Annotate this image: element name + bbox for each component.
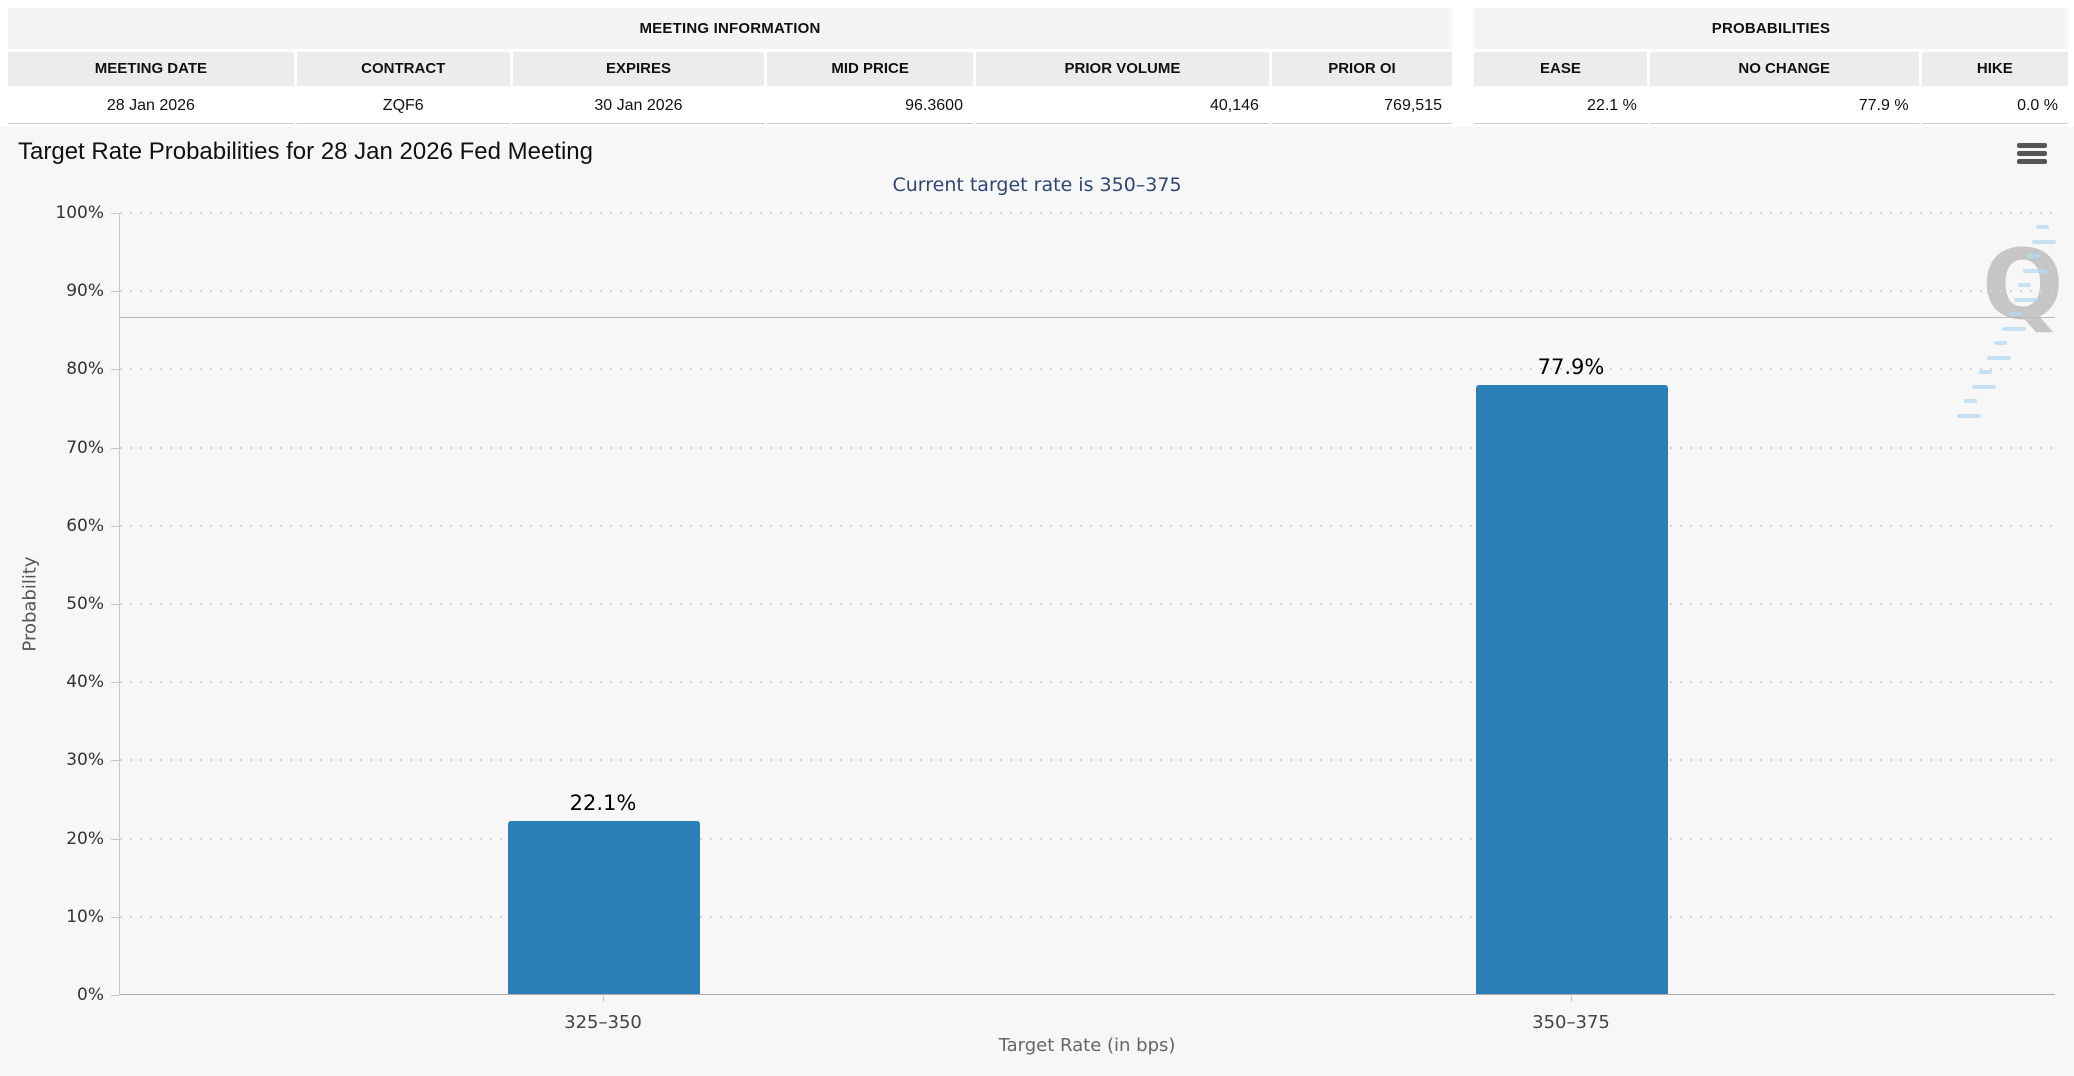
contract-value: ZQF6 [296, 88, 510, 124]
probabilities-table: PROBABILITIES EASE NO CHANGE HIKE 22.1 %… [1471, 5, 2071, 127]
y-axis-tick [111, 916, 119, 918]
y-axis-tick-label: 30% [66, 750, 104, 771]
gridline [120, 212, 2055, 214]
bar-350–375[interactable] [1476, 384, 1668, 994]
x-axis-category-label: 325–350 [564, 1012, 642, 1033]
x-axis-category-label: 350–375 [1532, 1012, 1610, 1033]
meeting-date-header: MEETING DATE [8, 51, 294, 86]
y-axis-tick [111, 213, 119, 214]
chart-subtitle: Current target rate is 350–375 [892, 174, 1182, 196]
y-axis-tick [111, 995, 119, 996]
x-axis-title: Target Rate (in bps) [998, 1035, 1176, 1056]
y-axis-tick [111, 447, 119, 449]
gridline [120, 915, 2055, 918]
y-axis-tick [111, 760, 119, 762]
hamburger-icon[interactable] [2017, 143, 2047, 167]
probabilities-title: PROBABILITIES [1474, 8, 2068, 49]
gridline [120, 759, 2055, 762]
prior-oi-header: PRIOR OI [1271, 51, 1452, 86]
ease-value: 22.1 % [1474, 88, 1647, 124]
y-axis-tick [111, 604, 119, 605]
bar-value-label: 22.1% [569, 791, 637, 816]
gridline [120, 837, 2055, 840]
prior-volume-header: PRIOR VOLUME [975, 51, 1269, 86]
gridline [120, 290, 2055, 293]
probabilities-header-row: EASE NO CHANGE HIKE [1474, 51, 2068, 86]
meeting-information-header-row: MEETING DATE CONTRACT EXPIRES MID PRICE … [8, 51, 1452, 86]
y-axis-tick-label: 90% [66, 281, 104, 302]
x-axis-tick [603, 996, 604, 1002]
no-change-header: NO CHANGE [1649, 51, 1919, 86]
ease-header: EASE [1474, 51, 1647, 86]
gridline [120, 446, 2055, 449]
prior-volume-value: 40,146 [975, 88, 1269, 124]
gridline [120, 681, 2055, 684]
y-axis-tick-label: 50% [66, 594, 104, 614]
probabilities-value-row: 22.1 % 77.9 % 0.0 % [1474, 88, 2068, 124]
y-axis-tick-label: 100% [55, 203, 104, 223]
hike-header: HIKE [1921, 51, 2068, 86]
chart-title: Target Rate Probabilities for 28 Jan 202… [18, 138, 594, 165]
y-axis-tick-label: 40% [66, 672, 104, 693]
y-axis-tick [111, 682, 119, 684]
gridline [120, 368, 2055, 371]
y-axis-tick [111, 838, 119, 840]
hike-value: 0.0 % [1921, 88, 2068, 124]
meeting-information-title: MEETING INFORMATION [8, 8, 1452, 49]
y-axis-tick-label: 80% [66, 359, 104, 380]
meeting-information-value-row: 28 Jan 2026 ZQF6 30 Jan 2026 96.3600 40,… [8, 88, 1452, 124]
prior-oi-value: 769,515 [1271, 88, 1452, 124]
x-axis-tick [1571, 996, 1572, 1002]
y-axis-tick [111, 369, 119, 371]
plot-area [119, 212, 2055, 995]
bar-325–350[interactable] [508, 821, 700, 994]
y-axis-tick-label: 70% [66, 437, 104, 458]
bar-value-label: 77.9% [1537, 354, 1605, 379]
meeting-date-value: 28 Jan 2026 [8, 88, 294, 124]
y-axis-tick [111, 525, 119, 527]
target-rate-chart: Target Rate Probabilities for 28 Jan 202… [0, 127, 2074, 1076]
expires-value: 30 Jan 2026 [512, 88, 765, 124]
reference-line [120, 317, 2055, 318]
meeting-information-table: MEETING INFORMATION MEETING DATE CONTRAC… [5, 5, 1455, 127]
no-change-value: 77.9 % [1649, 88, 1919, 124]
y-axis-tick-label: 10% [66, 906, 104, 927]
gridline [120, 524, 2055, 527]
info-tables-strip: MEETING INFORMATION MEETING DATE CONTRAC… [0, 0, 2074, 127]
expires-header: EXPIRES [512, 51, 765, 86]
mid-price-value: 96.3600 [767, 88, 973, 124]
y-axis-tick [111, 291, 119, 293]
contract-header: CONTRACT [296, 51, 510, 86]
mid-price-header: MID PRICE [767, 51, 973, 86]
y-axis-title: Probability [19, 556, 41, 652]
y-axis-tick-label: 20% [66, 828, 104, 849]
gridline [120, 603, 2055, 605]
y-axis-tick-label: 60% [66, 515, 104, 536]
y-axis-tick-label: 0% [77, 985, 104, 1005]
